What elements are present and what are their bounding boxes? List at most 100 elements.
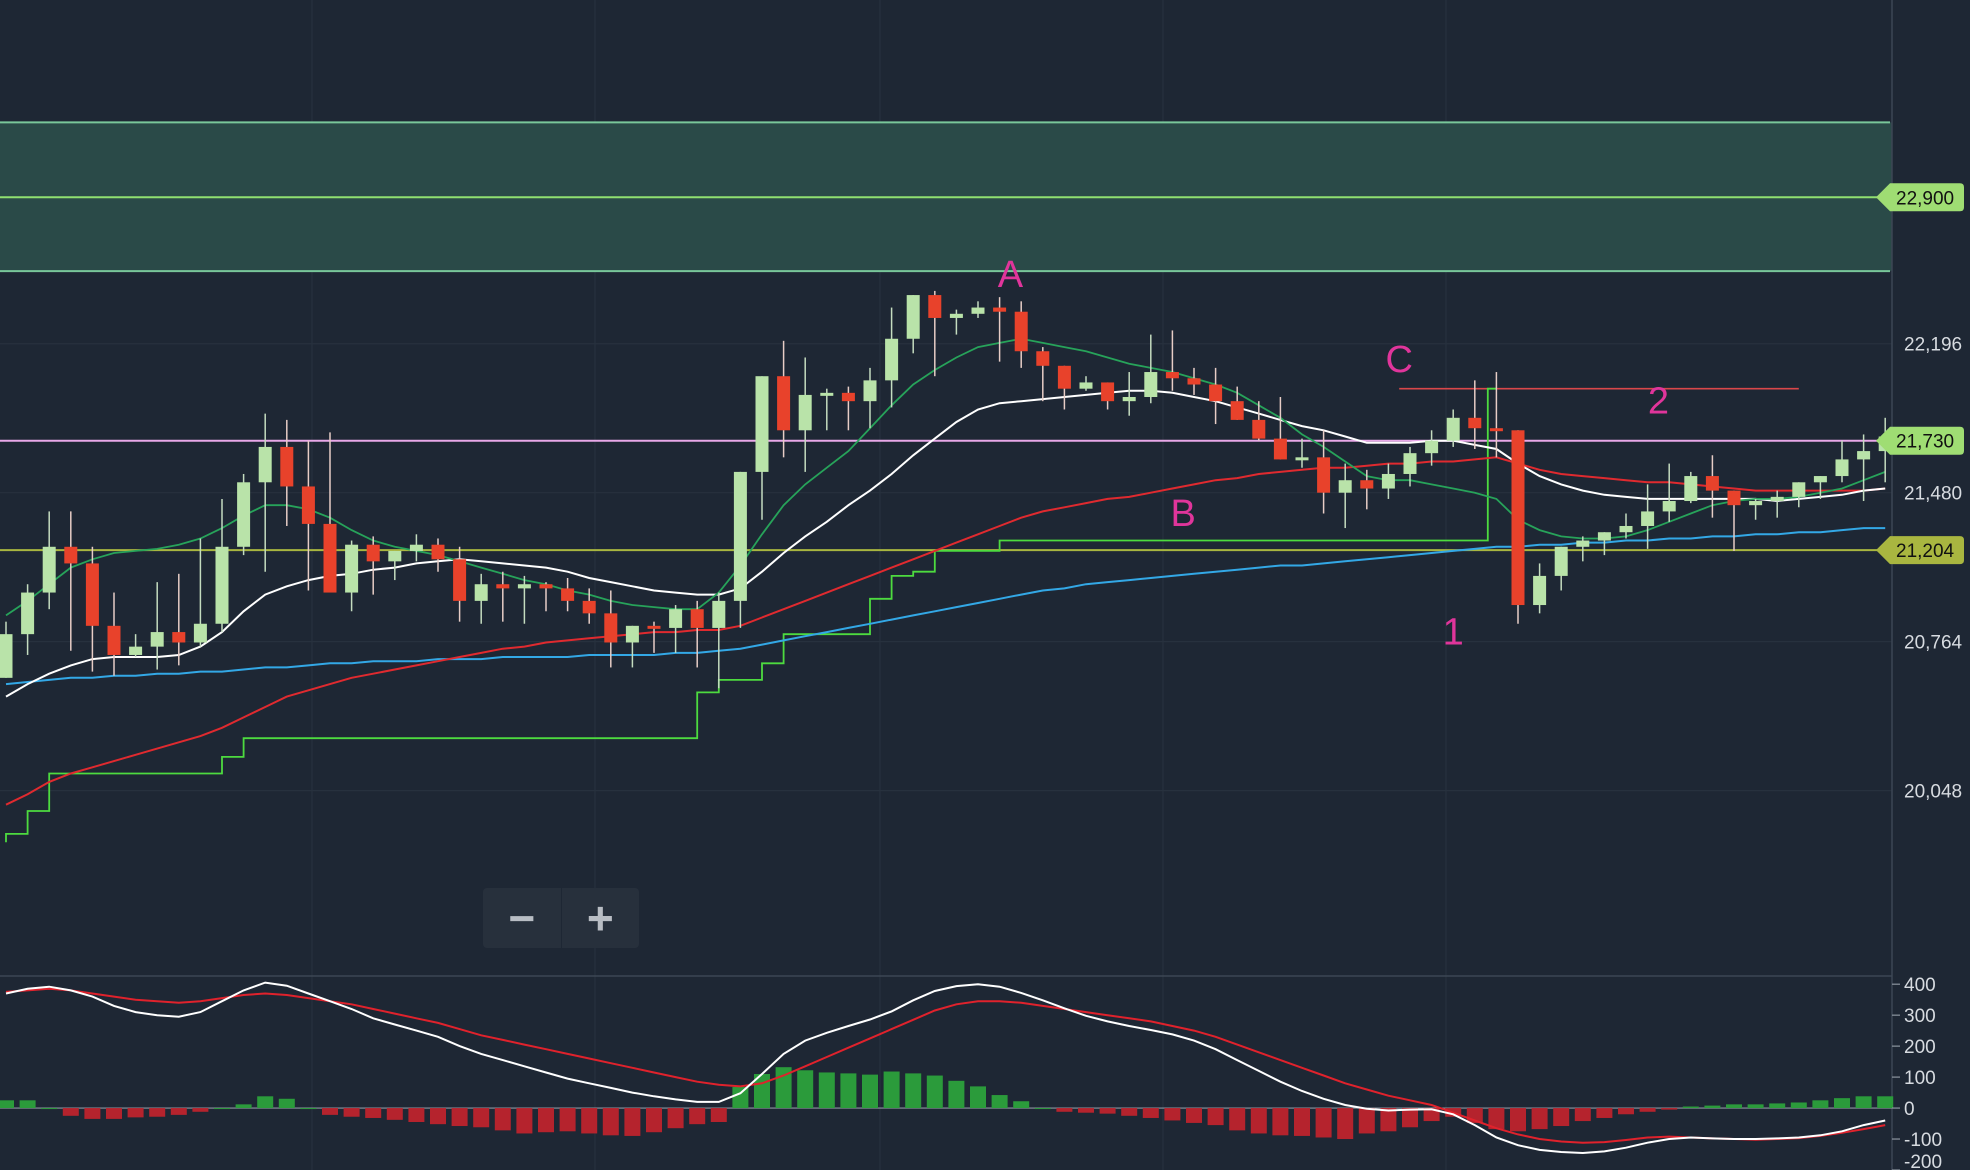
- candle-down[interactable]: [366, 544, 380, 562]
- candle-up[interactable]: [798, 394, 812, 431]
- candle-up[interactable]: [1813, 476, 1827, 483]
- candle-down[interactable]: [928, 295, 942, 318]
- candle-down[interactable]: [1209, 384, 1223, 402]
- candle-down[interactable]: [1317, 457, 1331, 493]
- macd-axis: 400 300 200 100 0 -100-200: [1892, 975, 1942, 1170]
- candle-up[interactable]: [1144, 372, 1158, 398]
- candle-up[interactable]: [215, 546, 229, 624]
- candle-up[interactable]: [820, 392, 834, 396]
- candle-up[interactable]: [733, 471, 747, 601]
- candle-down[interactable]: [1230, 401, 1244, 420]
- candle-up[interactable]: [345, 544, 359, 593]
- candle-up[interactable]: [474, 584, 488, 601]
- candle-down[interactable]: [1036, 351, 1050, 366]
- candle-down[interactable]: [777, 376, 791, 431]
- candle-down[interactable]: [604, 613, 618, 643]
- candle-up[interactable]: [906, 295, 920, 339]
- candle-up[interactable]: [1295, 457, 1309, 461]
- candle-down[interactable]: [1014, 311, 1028, 352]
- candle-down[interactable]: [582, 600, 596, 614]
- candle-down[interactable]: [107, 625, 121, 655]
- candle-up[interactable]: [1576, 540, 1590, 547]
- candle-up[interactable]: [1662, 501, 1676, 512]
- candle-down[interactable]: [85, 563, 99, 626]
- macd-pane[interactable]: [0, 981, 1894, 1155]
- candle-down[interactable]: [1252, 419, 1266, 439]
- candle-up[interactable]: [1446, 417, 1460, 441]
- zoom-in-button[interactable]: +: [560, 888, 640, 948]
- candle-down[interactable]: [323, 523, 337, 593]
- candle-up[interactable]: [1079, 382, 1093, 389]
- candle-up[interactable]: [669, 609, 683, 628]
- candle-up[interactable]: [42, 546, 56, 593]
- candle-up[interactable]: [388, 550, 402, 562]
- macd-histogram-bar: [538, 1108, 554, 1133]
- macd-histogram-bar: [559, 1108, 576, 1132]
- candle-down[interactable]: [496, 584, 510, 589]
- candle-up[interactable]: [21, 592, 35, 635]
- macd-histogram-bar: [862, 1074, 878, 1109]
- candle-up[interactable]: [1770, 496, 1784, 502]
- candle-down[interactable]: [453, 559, 467, 601]
- candle-down[interactable]: [1489, 428, 1503, 432]
- candle-up[interactable]: [1749, 501, 1763, 506]
- price-pane[interactable]: A B C 1 2: [0, 121, 1892, 843]
- candle-up[interactable]: [1381, 473, 1395, 489]
- candle-up[interactable]: [1554, 546, 1568, 576]
- candle-up[interactable]: [949, 313, 963, 318]
- candle-up[interactable]: [1403, 453, 1417, 474]
- candle-down[interactable]: [1511, 430, 1525, 606]
- candle-down[interactable]: [993, 307, 1007, 312]
- candle-down[interactable]: [1727, 490, 1741, 506]
- candle-up[interactable]: [1619, 525, 1633, 533]
- candle-up[interactable]: [1425, 440, 1439, 454]
- candle-up[interactable]: [625, 625, 639, 643]
- candle-up[interactable]: [517, 584, 531, 589]
- candle-down[interactable]: [1187, 378, 1201, 385]
- candle-down[interactable]: [1101, 382, 1115, 402]
- candle-up[interactable]: [258, 446, 272, 483]
- candle-down[interactable]: [647, 625, 661, 629]
- candle-down[interactable]: [1165, 372, 1179, 379]
- candle-up[interactable]: [1122, 397, 1136, 402]
- candle-down[interactable]: [172, 632, 186, 643]
- candle-up[interactable]: [0, 634, 13, 678]
- candle-up[interactable]: [863, 380, 877, 402]
- candle-up[interactable]: [193, 623, 207, 643]
- candle-down[interactable]: [1360, 480, 1374, 489]
- price-level-tag-label: 21,730: [1896, 432, 1954, 453]
- candle-down[interactable]: [841, 392, 855, 402]
- macd-histogram-bar: [278, 1098, 295, 1109]
- candle-up[interactable]: [885, 338, 899, 381]
- candle-up[interactable]: [755, 376, 769, 472]
- candle-up[interactable]: [712, 600, 726, 628]
- candle-down[interactable]: [690, 609, 704, 628]
- candle-up[interactable]: [237, 482, 251, 547]
- zoom-out-button[interactable]: −: [508, 892, 536, 944]
- candle-down[interactable]: [431, 544, 445, 560]
- candle-up[interactable]: [1597, 532, 1611, 541]
- candle-down[interactable]: [1273, 438, 1287, 460]
- candle-down[interactable]: [280, 446, 294, 487]
- candle-down[interactable]: [539, 584, 553, 589]
- macd-histogram-bar: [127, 1108, 144, 1118]
- candle-up[interactable]: [1857, 451, 1871, 460]
- candle-down[interactable]: [1468, 417, 1482, 429]
- candle-up[interactable]: [129, 646, 143, 655]
- candle-down[interactable]: [301, 486, 315, 524]
- candle-up[interactable]: [1684, 476, 1698, 502]
- candle-down[interactable]: [561, 588, 575, 601]
- candle-down[interactable]: [1705, 476, 1719, 491]
- candle-up[interactable]: [1338, 480, 1352, 493]
- macd-histogram-bar: [1315, 1108, 1332, 1138]
- candle-up[interactable]: [150, 632, 164, 647]
- candle-up[interactable]: [1641, 511, 1655, 526]
- candle-down[interactable]: [64, 546, 78, 564]
- candle-up[interactable]: [409, 544, 423, 551]
- candle-down[interactable]: [1057, 365, 1071, 389]
- candle-up[interactable]: [1835, 459, 1849, 477]
- candle-up[interactable]: [1533, 575, 1547, 606]
- candle-up[interactable]: [1792, 482, 1806, 497]
- candle-up[interactable]: [971, 307, 985, 314]
